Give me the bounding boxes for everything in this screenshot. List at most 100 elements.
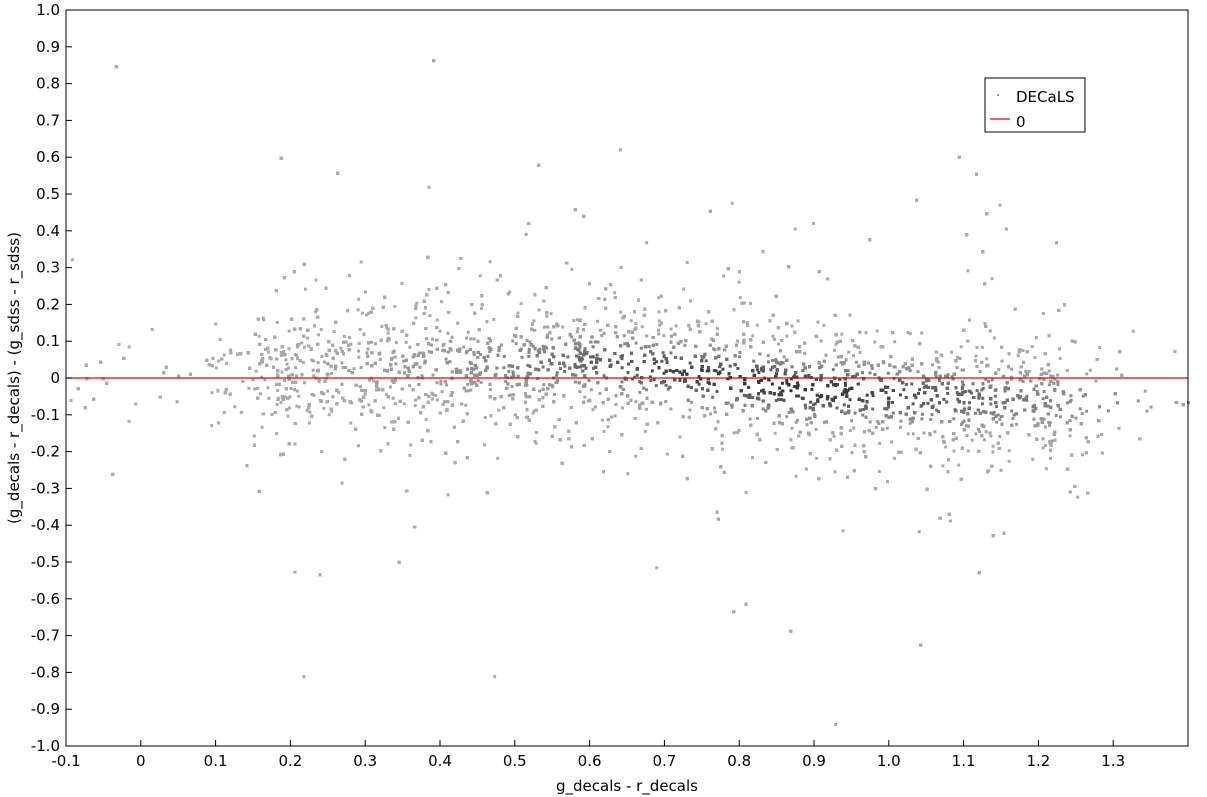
scatter-point — [456, 321, 460, 325]
scatter-point — [832, 348, 836, 352]
scatter-point — [493, 675, 497, 679]
scatter-point — [408, 345, 412, 349]
scatter-point — [633, 375, 637, 379]
scatter-point — [774, 399, 778, 402]
scatter-point — [955, 366, 959, 370]
scatter-point — [796, 383, 800, 387]
scatter-point — [831, 368, 835, 372]
scatter-point — [357, 297, 361, 301]
scatter-point — [934, 386, 938, 389]
scatter-point — [448, 360, 452, 364]
scatter-point — [993, 388, 997, 392]
scatter-point — [875, 329, 879, 333]
scatter-point — [295, 374, 299, 378]
scatter-point — [960, 387, 964, 390]
scatter-point — [1098, 346, 1102, 349]
scatter-point — [626, 472, 630, 476]
scatter-point — [638, 380, 642, 384]
scatter-point — [472, 353, 476, 357]
scatter-point — [279, 354, 283, 357]
scatter-point — [761, 407, 765, 411]
scatter-point — [383, 426, 387, 429]
scatter-point — [893, 456, 897, 460]
scatter-point — [374, 342, 377, 346]
scatter-point — [348, 336, 352, 340]
scatter-point — [1136, 399, 1140, 403]
scatter-point — [920, 417, 924, 421]
scatter-point — [738, 351, 742, 355]
scatter-point — [655, 360, 659, 364]
scatter-point — [1049, 374, 1053, 378]
scatter-point — [622, 334, 626, 338]
scatter-point — [682, 287, 686, 291]
scatter-point — [777, 342, 780, 346]
scatter-point — [327, 413, 331, 417]
scatter-point — [917, 391, 920, 395]
scatter-point — [993, 394, 997, 398]
scatter-point — [479, 381, 483, 385]
scatter-point — [439, 300, 443, 304]
scatter-point — [427, 350, 431, 354]
scatter-point — [990, 378, 994, 382]
scatter-point — [361, 311, 364, 315]
scatter-point — [1045, 371, 1049, 375]
scatter-point — [704, 322, 708, 326]
scatter-point — [902, 388, 906, 392]
scatter-point — [845, 391, 849, 395]
scatter-point — [653, 361, 657, 365]
scatter-point — [840, 332, 844, 336]
scatter-point — [629, 319, 633, 323]
scatter-point — [974, 354, 978, 358]
scatter-point — [861, 413, 865, 417]
scatter-point — [1027, 369, 1031, 373]
scatter-point — [787, 411, 791, 414]
scatter-point — [267, 350, 270, 354]
scatter-point — [884, 391, 888, 394]
scatter-point — [738, 296, 742, 300]
scatter-point — [306, 336, 310, 340]
scatter-point — [685, 261, 689, 264]
scatter-point — [688, 361, 692, 365]
scatter-point — [634, 341, 638, 345]
scatter-point — [697, 382, 701, 386]
scatter-point — [988, 329, 992, 333]
scatter-point — [1033, 356, 1037, 359]
scatter-point — [275, 432, 279, 436]
scatter-point — [1041, 446, 1045, 450]
scatter-point — [210, 391, 214, 395]
scatter-points-layer — [69, 59, 1190, 726]
scatter-point — [431, 373, 435, 377]
scatter-point — [348, 273, 352, 277]
scatter-point — [704, 359, 708, 363]
scatter-point — [730, 201, 734, 205]
scatter-point — [424, 417, 428, 421]
scatter-point — [239, 410, 243, 414]
scatter-point — [785, 415, 789, 419]
scatter-point — [756, 416, 759, 420]
scatter-point — [772, 337, 776, 341]
scatter-point — [1048, 421, 1052, 425]
scatter-point — [957, 463, 961, 467]
scatter-point — [260, 425, 264, 429]
scatter-point — [842, 403, 846, 407]
scatter-point — [715, 327, 719, 330]
scatter-point — [977, 392, 981, 396]
scatter-point — [295, 353, 299, 357]
scatter-point — [561, 325, 565, 329]
scatter-point — [275, 403, 279, 407]
scatter-point — [834, 342, 838, 346]
scatter-point — [301, 360, 305, 364]
scatter-point — [650, 369, 654, 373]
scatter-point — [846, 369, 850, 373]
scatter-point — [337, 390, 341, 394]
scatter-point — [1009, 375, 1013, 379]
scatter-point — [776, 397, 780, 401]
scatter-point — [256, 387, 259, 390]
scatter-point — [779, 391, 783, 395]
scatter-point — [794, 474, 798, 478]
scatter-point — [415, 362, 419, 366]
scatter-point — [542, 383, 546, 387]
scatter-point — [989, 402, 993, 406]
scatter-point — [590, 335, 594, 339]
